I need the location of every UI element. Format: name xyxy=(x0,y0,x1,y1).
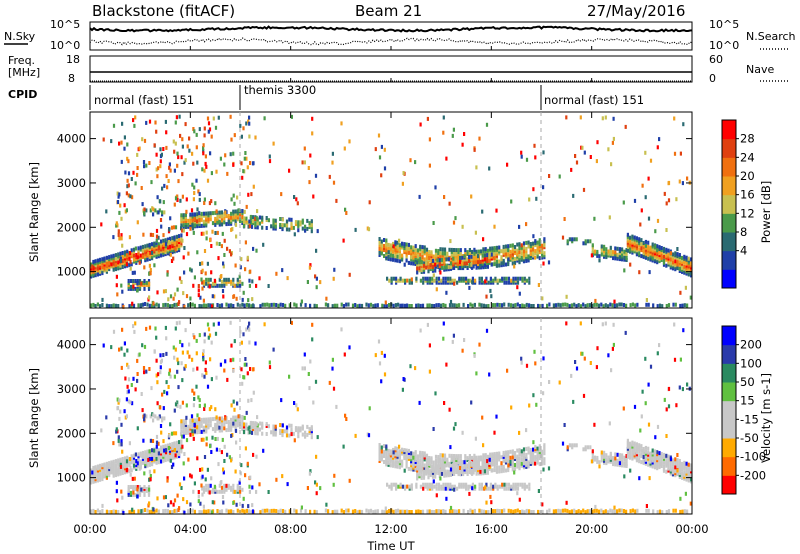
cpid-segment-3: normal (fast) 151 xyxy=(544,93,644,107)
noise-lines xyxy=(89,25,693,46)
noise-panel-frame xyxy=(89,21,693,51)
freq-left-label-1: Freq. xyxy=(8,54,35,67)
power-colorbar: 28 24 20 16 12 8 4 xyxy=(721,119,755,289)
x-tick-label: 00:00 xyxy=(73,522,106,536)
colorbar-tick: 4 xyxy=(740,244,747,258)
velocity-colorbar-label: Velocity [m s-1] xyxy=(759,373,773,463)
power-y-axis: 1000 2000 3000 4000 xyxy=(57,132,692,279)
y-tick-label: 4000 xyxy=(57,338,86,352)
y-tick-label: 1000 xyxy=(57,471,86,485)
y-tick-label: 2000 xyxy=(57,426,86,440)
y-tick-label: 1000 xyxy=(57,265,86,279)
freq-left-tick-bottom: 8 xyxy=(68,72,75,85)
colorbar-tick: 28 xyxy=(740,132,755,146)
velocity-y-axis: 1000 2000 3000 4000 xyxy=(57,338,692,485)
colorbar-tick: 20 xyxy=(740,169,755,183)
colorbar-tick: -50 xyxy=(740,431,759,445)
power-heatmap xyxy=(90,114,693,309)
colorbar-tick: 12 xyxy=(740,206,755,220)
colorbar-tick: -200 xyxy=(740,468,766,482)
colorbar-tick: 200 xyxy=(740,338,762,352)
noise-left-label: N.Sky xyxy=(4,30,36,43)
noise-left-tick-bottom: 10^0 xyxy=(50,39,80,52)
station-title: Blackstone (fitACF) xyxy=(92,2,235,20)
x-axis: 00:00 04:00 08:00 12:00 16:00 20:00 00:00 xyxy=(73,46,709,536)
x-tick-label: 00:00 xyxy=(675,522,708,536)
colorbar-tick: 15 xyxy=(740,394,755,408)
colorbar-tick: 100 xyxy=(740,356,762,370)
date-title: 27/May/2016 xyxy=(587,2,685,20)
noise-right-label: N.Search xyxy=(746,30,796,43)
x-tick-label: 20:00 xyxy=(575,522,608,536)
noise-right-tick-bottom: 10^0 xyxy=(709,39,739,52)
velocity-heatmap xyxy=(90,320,693,515)
freq-right-tick-bottom: 0 xyxy=(709,72,716,85)
y-tick-label: 3000 xyxy=(57,176,86,190)
colorbar-tick: 50 xyxy=(740,375,755,389)
colorbar-tick: 8 xyxy=(740,225,747,239)
power-ylabel: Slant Range [km] xyxy=(27,162,41,262)
cpid-segment-2: themis 3300 xyxy=(244,83,316,97)
y-tick-label: 3000 xyxy=(57,382,86,396)
x-axis-label: Time UT xyxy=(366,539,415,553)
beam-title: Beam 21 xyxy=(355,2,422,20)
noise-left-tick-top: 10^5 xyxy=(50,18,80,31)
colorbar-tick: 24 xyxy=(740,150,755,164)
velocity-colorbar: 200 100 50 15 -15 -50 -100 -200 xyxy=(721,325,766,495)
velocity-ylabel: Slant Range [km] xyxy=(27,368,41,468)
freq-left-label-2: [MHz] xyxy=(8,66,40,79)
y-tick-label: 4000 xyxy=(57,132,86,146)
cpid-label: CPID xyxy=(8,88,37,101)
freq-left-tick-top: 18 xyxy=(66,53,80,66)
colorbar-tick: -15 xyxy=(740,412,759,426)
cpid-segment-1: normal (fast) 151 xyxy=(94,93,194,107)
x-tick-label: 12:00 xyxy=(374,522,407,536)
freq-right-tick-top: 60 xyxy=(709,53,723,66)
x-tick-label: 08:00 xyxy=(274,522,307,536)
power-colorbar-label: Power [dB] xyxy=(759,181,773,244)
colorbar-tick: 16 xyxy=(740,188,755,202)
x-tick-label: 16:00 xyxy=(475,522,508,536)
colorbar-tick: -100 xyxy=(740,450,766,464)
noise-right-tick-top: 10^5 xyxy=(709,18,739,31)
freq-right-label: Nave xyxy=(746,63,774,76)
x-tick-label: 04:00 xyxy=(174,522,207,536)
y-tick-label: 2000 xyxy=(57,220,86,234)
